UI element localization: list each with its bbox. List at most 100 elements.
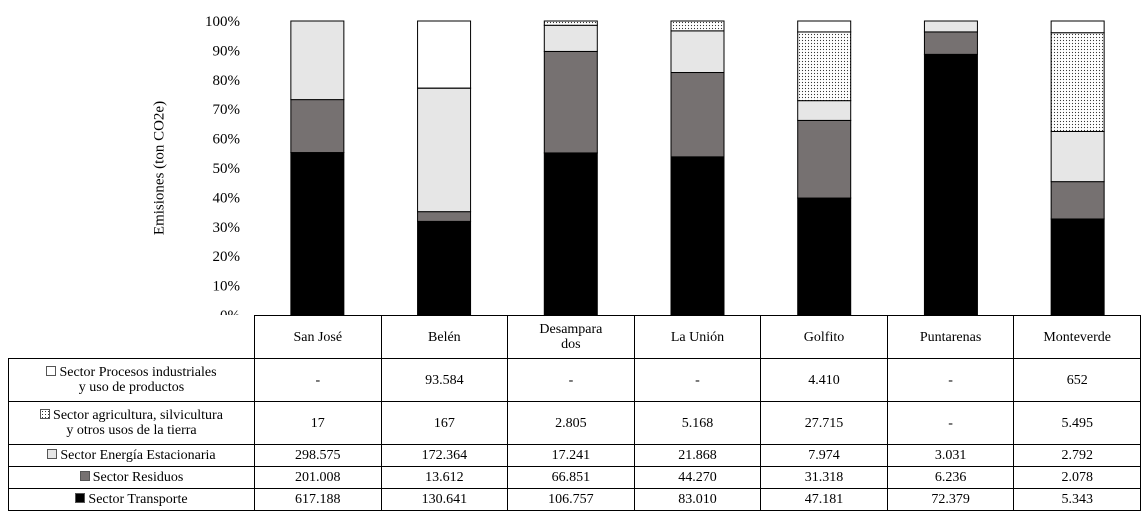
- table-corner: [8, 315, 255, 359]
- data-label: 93.584: [380, 358, 509, 402]
- y-tick-label: 100%: [205, 14, 240, 30]
- table-header-row: San José Belén Desampara dos La Unión Golfito…: [8, 315, 1141, 359]
- data-label: 5.495: [1013, 401, 1141, 445]
- x-tick-label: Desampara dos: [507, 315, 635, 359]
- bar-segment-resi: [290, 99, 345, 154]
- data-label: 3.031: [886, 444, 1015, 467]
- bar-segment-resi: [797, 119, 852, 199]
- data-label: 4.410: [760, 358, 888, 402]
- bar-segment-resi: [1050, 181, 1105, 220]
- bar-segment-ener: [797, 100, 852, 121]
- data-label: -: [633, 358, 762, 402]
- data-label: 298.575: [254, 444, 382, 467]
- data-label: 167: [380, 401, 509, 445]
- bar-segment-tran: [290, 152, 345, 315]
- x-tick-label: San José: [254, 315, 382, 359]
- bar-segment-proc: [1050, 20, 1105, 34]
- y-tick-label: 80%: [213, 73, 241, 89]
- bar-segment-agri: [797, 31, 852, 102]
- table-row: Sector Energía Estacionaria 298.575 172.36…: [8, 444, 1141, 467]
- table-row: Sector agricultura, silvicultura y otros …: [8, 401, 1141, 445]
- table-row: Sector Transporte 617.188 130.641 106.757 83…: [8, 488, 1141, 511]
- y-axis-label: Emisiones (ton CO2e): [151, 100, 168, 236]
- data-label: 7.974: [760, 444, 888, 467]
- data-label: 6.236: [886, 466, 1015, 489]
- legend-swatch: [40, 409, 51, 419]
- bar-segment-resi: [543, 50, 598, 154]
- data-label: 201.008: [254, 466, 382, 489]
- x-tick-label: Monteverde: [1013, 315, 1141, 359]
- y-axis-ticks: 0% 10% 20% 30% 40% 50% 60% 70% 80% 90% 100%: [205, 14, 240, 315]
- bar-segment-proc: [797, 20, 852, 33]
- data-label: 13.612: [380, 466, 509, 489]
- bar-segment-tran: [1050, 218, 1105, 315]
- data-label: 2.078: [1013, 466, 1141, 489]
- data-label: 47.181: [760, 488, 888, 511]
- bar-segment-ener: [670, 30, 725, 74]
- x-tick-label: Belén: [380, 315, 509, 359]
- data-label: 2.792: [1013, 444, 1141, 467]
- data-label: 130.641: [380, 488, 509, 511]
- bar-segment-agri: [670, 20, 725, 32]
- data-label: 5.168: [633, 401, 762, 445]
- data-label: 2.805: [507, 401, 635, 445]
- data-label: 17.241: [507, 444, 635, 467]
- bar-segment-proc: [417, 20, 472, 89]
- bar-segment-ener: [1050, 130, 1105, 183]
- legend-swatch: [46, 366, 57, 376]
- y-tick-label: 60%: [213, 132, 241, 148]
- bar-segment-resi: [417, 211, 472, 222]
- table-row: Sector Residuos 201.008 13.612 66.851 44.270…: [8, 466, 1141, 489]
- legend-row-label: Sector agricultura, silvicultura y otros …: [8, 401, 255, 445]
- y-tick-label: 10%: [213, 279, 241, 295]
- data-label: 652: [1013, 358, 1141, 402]
- y-tick-label: 30%: [213, 220, 241, 236]
- data-label: -: [886, 358, 1015, 402]
- data-label: 44.270: [633, 466, 762, 489]
- legend-row-label: Sector Transporte: [8, 488, 255, 511]
- data-label: 72.379: [886, 488, 1015, 511]
- bar-segment-ener: [543, 24, 598, 52]
- bar-segment-tran: [923, 53, 978, 315]
- bar-segment-tran: [797, 197, 852, 315]
- data-label: 17: [254, 401, 382, 445]
- x-tick-label: Puntarenas: [886, 315, 1015, 359]
- bar-segment-tran: [670, 156, 725, 315]
- y-tick-label: 70%: [213, 102, 241, 118]
- bar-segment-tran: [543, 152, 598, 315]
- bar-segment-ener: [417, 87, 472, 213]
- y-tick-label: 20%: [213, 249, 241, 265]
- bar-segment-agri: [1050, 32, 1105, 132]
- data-label: 617.188: [254, 488, 382, 511]
- y-tick-label: 50%: [213, 161, 241, 177]
- legend-swatch: [47, 449, 58, 459]
- data-label: 5.343: [1013, 488, 1141, 511]
- bar-segment-tran: [417, 220, 472, 315]
- data-label: -: [254, 358, 382, 402]
- bar-segment-ener: [290, 20, 345, 101]
- stacked-bar-chart: 0% 10% 20% 30% 40% 50% 60% 70% 80% 90% 100%: [205, 14, 1105, 315]
- y-tick-label: 90%: [213, 43, 241, 59]
- x-tick-label: La Unión: [633, 315, 762, 359]
- y-tick-label: 40%: [213, 190, 241, 206]
- bar-segment-resi: [670, 72, 725, 158]
- data-label: 83.010: [633, 488, 762, 511]
- legend-row-label: Sector Residuos: [8, 466, 255, 489]
- bar-segment-ener: [923, 20, 978, 33]
- bar-segment-resi: [923, 31, 978, 55]
- legend-swatch: [75, 493, 86, 503]
- data-label: -: [507, 358, 635, 402]
- data-table: San José Belén Desampara dos La Unión Golfito…: [8, 315, 1141, 511]
- legend-swatch: [79, 471, 90, 481]
- x-tick-label: Golfito: [760, 315, 888, 359]
- data-label: 31.318: [760, 466, 888, 489]
- data-label: 106.757: [507, 488, 635, 511]
- data-label: 172.364: [380, 444, 509, 467]
- y-tick-label: 0%: [220, 308, 240, 315]
- bar-segment-agri: [543, 20, 598, 26]
- bars: [290, 20, 1105, 315]
- data-label: 27.715: [760, 401, 888, 445]
- legend-row-label: Sector Energía Estacionaria: [8, 444, 255, 467]
- data-label: -: [886, 401, 1015, 445]
- legend-row-label: Sector Procesos industriales y uso de pro…: [8, 358, 255, 402]
